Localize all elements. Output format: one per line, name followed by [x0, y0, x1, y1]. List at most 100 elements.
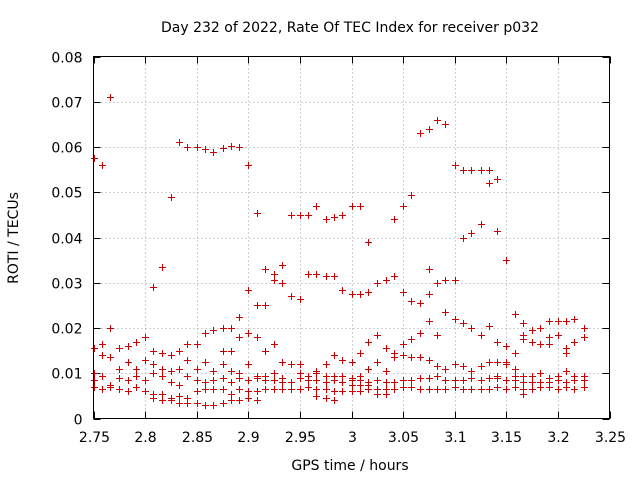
data-point: [494, 373, 501, 380]
data-point: [288, 379, 295, 386]
data-point: [426, 291, 433, 298]
data-point: [297, 375, 304, 382]
data-point: [176, 400, 183, 407]
data-point: [210, 368, 217, 375]
data-point: [426, 386, 433, 393]
x-axis: 2.75 2.8 2.85 2.9 2.95 3 3.05 3.1 3.15 3.2 3.25: [79, 56, 626, 446]
data-point: [194, 400, 201, 407]
data-point: [468, 325, 475, 332]
data-point: [486, 359, 493, 366]
data-point: [391, 350, 398, 357]
data-point: [245, 388, 252, 395]
data-point: [254, 302, 261, 309]
data-point: [323, 379, 330, 386]
data-point: [297, 386, 304, 393]
data-point: [555, 318, 562, 325]
data-point: [563, 350, 570, 357]
data-point: [159, 366, 166, 373]
data-point: [339, 287, 346, 294]
data-point: [116, 375, 123, 382]
data-point: [245, 287, 252, 294]
data-point: [365, 339, 372, 346]
data-point: [323, 216, 330, 223]
data-point: [194, 377, 201, 384]
data-point: [494, 384, 501, 391]
data-point: [537, 370, 544, 377]
data-point: [365, 382, 372, 389]
data-point: [236, 375, 243, 382]
data-point: [159, 350, 166, 357]
data-point: [236, 334, 243, 341]
x-tick-label: 3.15: [491, 430, 522, 446]
data-point: [228, 325, 235, 332]
data-point: [159, 397, 166, 404]
data-point: [279, 386, 286, 393]
data-point: [339, 388, 346, 395]
data-point: [168, 368, 175, 375]
data-point: [184, 144, 191, 151]
data-point: [486, 375, 493, 382]
data-point: [520, 320, 527, 327]
data-point: [228, 143, 235, 150]
data-point: [374, 332, 381, 339]
data-point: [408, 298, 415, 305]
data-point: [220, 361, 227, 368]
data-point: [571, 386, 578, 393]
data-point: [486, 386, 493, 393]
data-point: [245, 330, 252, 337]
y-tick-label: 0.08: [51, 51, 82, 67]
data-point: [202, 359, 209, 366]
data-point: [417, 330, 424, 337]
data-point: [125, 388, 132, 395]
data-point: [529, 373, 536, 380]
data-point: [288, 386, 295, 393]
data-point: [220, 386, 227, 393]
data-point: [313, 393, 320, 400]
data-point: [349, 291, 356, 298]
data-point: [383, 391, 390, 398]
data-point: [116, 366, 123, 373]
data-point: [271, 277, 278, 284]
data-point: [365, 239, 372, 246]
data-point: [331, 397, 338, 404]
data-point: [512, 311, 519, 318]
data-point: [503, 343, 510, 350]
data-point: [184, 400, 191, 407]
x-tick-label: 3: [348, 430, 357, 446]
data-point: [537, 384, 544, 391]
data-point: [176, 393, 183, 400]
data-point: [434, 332, 441, 339]
grid-lines: [93, 56, 610, 419]
data-point: [512, 373, 519, 380]
data-point: [417, 354, 424, 361]
data-point: [323, 386, 330, 393]
data-point: [581, 377, 588, 384]
data-point: [460, 235, 467, 242]
data-point: [357, 291, 364, 298]
data-point: [365, 366, 372, 373]
data-point: [220, 375, 227, 382]
data-point: [349, 359, 356, 366]
data-point: [374, 377, 381, 384]
data-point: [374, 359, 381, 366]
data-point: [571, 316, 578, 323]
data-point: [220, 400, 227, 407]
data-point: [494, 228, 501, 235]
data-point: [116, 345, 123, 352]
data-point: [331, 388, 338, 395]
data-point: [417, 375, 424, 382]
data-point: [133, 373, 140, 380]
data-point: [391, 216, 398, 223]
data-point: [434, 280, 441, 287]
data-point: [357, 350, 364, 357]
data-point: [99, 341, 106, 348]
data-point: [305, 377, 312, 384]
data-point: [478, 332, 485, 339]
data-point: [339, 212, 346, 219]
data-point: [383, 277, 390, 284]
data-point: [478, 386, 485, 393]
data-point: [486, 167, 493, 174]
data-point: [478, 167, 485, 174]
data-point: [426, 318, 433, 325]
